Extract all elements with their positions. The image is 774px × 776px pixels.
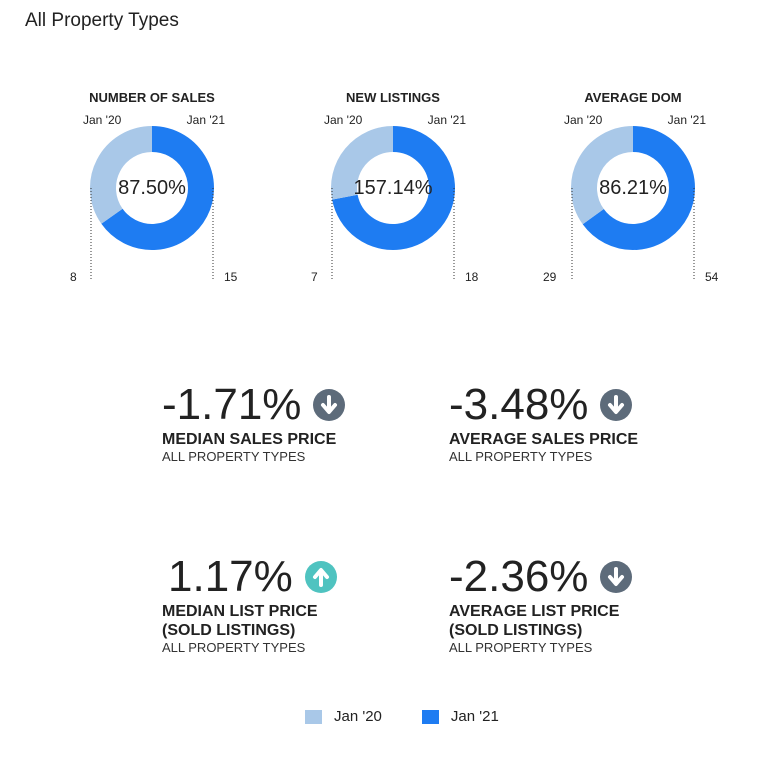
arrow-down-icon <box>600 561 633 593</box>
slice-jan21 <box>582 126 695 250</box>
slice-jan21 <box>332 126 455 250</box>
stat-percent: -3.48% <box>449 380 589 429</box>
page-title: All Property Types <box>25 10 179 31</box>
stat-percent: -1.71% <box>162 380 302 429</box>
legend-swatch-jan21 <box>421 709 439 724</box>
value-label-jan20: 7 <box>311 270 318 284</box>
left-label: Jan '20 <box>83 113 122 127</box>
stat-name: MEDIAN SALES PRICE <box>162 431 337 448</box>
stat-name: AVERAGE LIST PRICE <box>449 603 620 620</box>
donut-chart-new-listings: NEW LISTINGS Jan '20 Jan '21 157.14% 7 1… <box>308 90 478 290</box>
center-percent: 87.50% <box>118 177 186 199</box>
value-label-jan21: 18 <box>465 270 479 284</box>
center-percent: 86.21% <box>599 177 667 199</box>
chart-title: AVERAGE DOM <box>584 90 682 105</box>
stat-percent: -2.36% <box>449 552 589 601</box>
donut-chart-number-of-sales: NUMBER OF SALES Jan '20 Jan '21 87.50% 8… <box>67 90 237 290</box>
center-percent: 157.14% <box>353 177 433 199</box>
legend-label: Jan '20 <box>334 708 382 725</box>
chart-title: NEW LISTINGS <box>346 90 440 105</box>
left-label: Jan '20 <box>564 113 603 127</box>
value-label-jan20: 8 <box>70 270 77 284</box>
slice-jan21 <box>101 126 214 250</box>
stat-median-list-price: 1.17% MEDIAN LIST PRICE (SOLD LISTINGS) … <box>162 552 422 655</box>
stat-name: AVERAGE SALES PRICE <box>449 431 639 448</box>
arrow-down-icon <box>313 389 346 421</box>
left-label: Jan '20 <box>324 113 363 127</box>
legend-item-jan20: Jan '20 <box>305 708 382 725</box>
value-label-jan21: 54 <box>705 270 719 284</box>
stat-subtitle: ALL PROPERTY TYPES <box>162 449 306 464</box>
stat-subtitle: ALL PROPERTY TYPES <box>162 640 306 655</box>
slice-jan20 <box>571 126 634 225</box>
right-label: Jan '21 <box>667 113 706 127</box>
legend-label: Jan '21 <box>450 708 499 725</box>
donut-chart-average-dom: AVERAGE DOM Jan '20 Jan '21 86.21% 29 54 <box>543 90 719 290</box>
stat-name: MEDIAN LIST PRICE <box>162 603 318 620</box>
stat-name-line2: (SOLD LISTINGS) <box>162 622 296 639</box>
slice-jan20 <box>90 126 153 224</box>
arrow-down-icon <box>600 389 633 421</box>
value-label-jan20: 29 <box>543 270 557 284</box>
chart-title: NUMBER OF SALES <box>89 90 215 105</box>
stat-subtitle: ALL PROPERTY TYPES <box>449 640 593 655</box>
chart-legend: Jan '20 Jan '21 <box>305 708 539 725</box>
legend-item-jan21: Jan '21 <box>421 708 499 725</box>
value-label-jan21: 15 <box>224 270 238 284</box>
legend-swatch-jan20 <box>305 709 322 724</box>
stat-name-line2: (SOLD LISTINGS) <box>449 622 583 639</box>
stat-median-sales-price: -1.71% MEDIAN SALES PRICE ALL PROPERTY T… <box>162 380 422 464</box>
right-label: Jan '21 <box>186 113 225 127</box>
right-label: Jan '21 <box>427 113 466 127</box>
stat-percent: 1.17% <box>168 552 293 601</box>
stat-average-list-price: -2.36% AVERAGE LIST PRICE (SOLD LISTINGS… <box>449 552 709 655</box>
arrow-up-icon <box>304 561 337 593</box>
stat-subtitle: ALL PROPERTY TYPES <box>449 449 593 464</box>
stat-average-sales-price: -3.48% AVERAGE SALES PRICE ALL PROPERTY … <box>449 380 709 464</box>
slice-jan20 <box>331 126 394 200</box>
